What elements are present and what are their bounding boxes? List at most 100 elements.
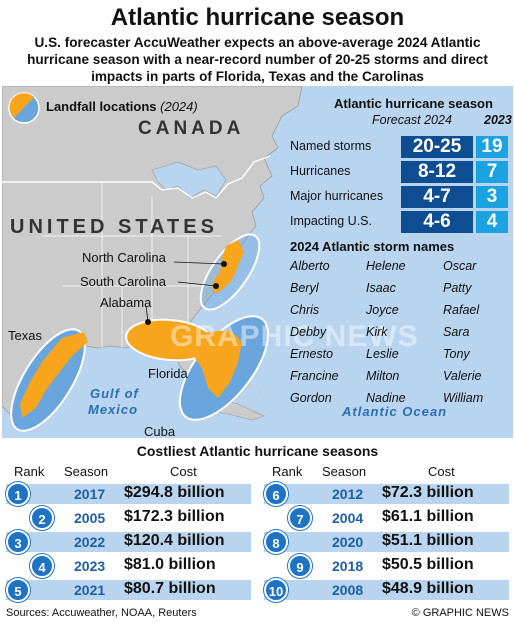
label-canada: CANADA xyxy=(138,118,245,139)
storm-name: Alberto xyxy=(290,259,330,273)
costliest-title: Costliest Atlantic hurricane seasons xyxy=(136,443,379,459)
label-alabama: Alabama xyxy=(100,295,152,310)
costliest-row: 4 2023 $81.0 billion xyxy=(6,554,251,578)
season-year: 2020 xyxy=(332,534,364,550)
season-cost: $81.0 billion xyxy=(124,556,216,573)
rank-badge: 2 xyxy=(30,506,54,530)
storm-name: Rafael xyxy=(443,303,480,317)
forecast-value-2024: 4-7 xyxy=(401,186,473,208)
season-year: 2022 xyxy=(74,534,106,550)
landfall-texas xyxy=(20,332,88,418)
col-rank-left: Rank xyxy=(14,464,45,479)
forecast-row: Hurricanes 8-12 7 xyxy=(290,161,510,183)
storm-name: Tony xyxy=(443,347,470,361)
season-cost: $51.1 billion xyxy=(382,532,474,549)
forecast-value-2023: 3 xyxy=(476,186,508,208)
season-cost: $61.1 billion xyxy=(382,508,474,525)
label-south-carolina: South Carolina xyxy=(80,274,166,289)
season-year: 2021 xyxy=(74,582,106,598)
rank-badge: 8 xyxy=(264,530,288,554)
season-cost: $120.4 billion xyxy=(124,532,225,549)
costliest-row: 10 2008 $48.9 billion xyxy=(264,578,509,602)
storm-name: Nadine xyxy=(366,391,406,405)
rank-badge: 10 xyxy=(264,578,288,602)
forecast-value-2024: 4-6 xyxy=(401,211,473,233)
storm-name: Milton xyxy=(366,369,400,383)
legend-year: (2024) xyxy=(160,99,198,114)
storm-name: Joyce xyxy=(366,303,399,317)
forecast-value-2024: 20-25 xyxy=(401,136,473,158)
rank-badge: 9 xyxy=(288,554,312,578)
label-florida: Florida xyxy=(148,366,188,381)
costliest-row: 2 2005 $172.3 billion xyxy=(6,506,251,530)
storm-name: Debby xyxy=(290,325,327,339)
storm-name: Francine xyxy=(290,369,339,383)
forecast-label: Named storms xyxy=(290,139,372,153)
season-cost: $294.8 billion xyxy=(124,484,225,501)
label-atlantic-ocean: Atlantic Ocean xyxy=(342,404,448,419)
storm-names-title: 2024 Atlantic storm names xyxy=(290,239,455,254)
costliest-row: 1 2017 $294.8 billion xyxy=(6,482,251,506)
col-cost-right: Cost xyxy=(428,464,455,479)
label-cuba: Cuba xyxy=(144,424,176,438)
forecast-row: Named storms 20-25 19 xyxy=(290,136,510,158)
us-canada-border xyxy=(2,155,271,199)
season-cost: $50.5 billion xyxy=(382,556,474,573)
season-cost: $72.3 billion xyxy=(382,484,474,501)
storm-name: William xyxy=(443,391,484,405)
costliest-row: 3 2022 $120.4 billion xyxy=(6,530,251,554)
forecast-col-2024: Forecast 2024 xyxy=(372,113,452,127)
storm-name: Isaac xyxy=(366,281,396,295)
rank-badge: 4 xyxy=(30,554,54,578)
storm-name: Oscar xyxy=(443,259,477,273)
storm-name: Sara xyxy=(443,325,470,339)
state-borders xyxy=(42,182,222,348)
costliest-row: 6 2012 $72.3 billion xyxy=(264,482,509,506)
watermark: GRAPHIC NEWS xyxy=(170,320,419,353)
forecast-header: Forecast 2024 2023 xyxy=(372,113,512,127)
great-lakes xyxy=(151,161,227,199)
season-cost: $48.9 billion xyxy=(382,580,474,597)
rank-badge: 3 xyxy=(6,530,30,554)
costliest-row: 8 2020 $51.1 billion xyxy=(264,530,509,554)
label-north-carolina: North Carolina xyxy=(82,250,166,265)
page-title: Atlantic hurricane season xyxy=(110,4,405,31)
rank-badge: 7 xyxy=(288,506,312,530)
storm-name: Chris xyxy=(290,303,320,317)
col-season-left: Season xyxy=(64,464,109,479)
storm-name: Valerie xyxy=(443,369,482,383)
season-year: 2012 xyxy=(332,486,364,502)
forecast-title: Atlantic hurricane season xyxy=(334,96,493,111)
landfall-florida xyxy=(188,330,242,398)
season-year: 2018 xyxy=(332,558,364,574)
state-leaders xyxy=(145,261,225,323)
label-gulf-line1: Gulf of xyxy=(90,386,139,401)
storm-name: Kirk xyxy=(366,325,388,339)
credit-note: © GRAPHIC NEWS xyxy=(411,607,509,619)
rank-badge: 6 xyxy=(264,482,288,506)
costliest-panel: Costliest Atlantic hurricane seasons Ran… xyxy=(2,442,513,608)
sources-note: Sources: Accuweather, NOAA, Reuters xyxy=(6,607,197,619)
storm-name: Ernesto xyxy=(290,347,334,361)
legend-label: Landfall locations xyxy=(46,99,157,114)
label-united-states: UNITED STATES xyxy=(10,216,218,238)
page-subtitle: U.S. forecaster AccuWeather expects an a… xyxy=(27,35,488,84)
forecast-label: Hurricanes xyxy=(290,164,351,178)
season-cost: $80.7 billion xyxy=(124,580,216,597)
forecast-label: Major hurricanes xyxy=(290,189,384,203)
legend-icon xyxy=(8,92,40,124)
storm-name: Patty xyxy=(443,281,472,295)
landfall-regions xyxy=(10,233,270,432)
rank-badge: 1 xyxy=(6,482,30,506)
forecast-value-2023: 19 xyxy=(476,136,508,158)
season-year: 2008 xyxy=(332,582,364,598)
forecast-col-2023: 2023 xyxy=(484,113,512,127)
forecast-value-2024: 8-12 xyxy=(401,161,473,183)
season-year: 2017 xyxy=(74,486,106,502)
season-year: 2004 xyxy=(332,510,364,526)
forecast-label: Impacting U.S. xyxy=(290,214,372,228)
season-year: 2023 xyxy=(74,558,106,574)
season-cost: $172.3 billion xyxy=(124,508,225,525)
costliest-row: 7 2004 $61.1 billion xyxy=(264,506,509,530)
col-season-right: Season xyxy=(322,464,367,479)
